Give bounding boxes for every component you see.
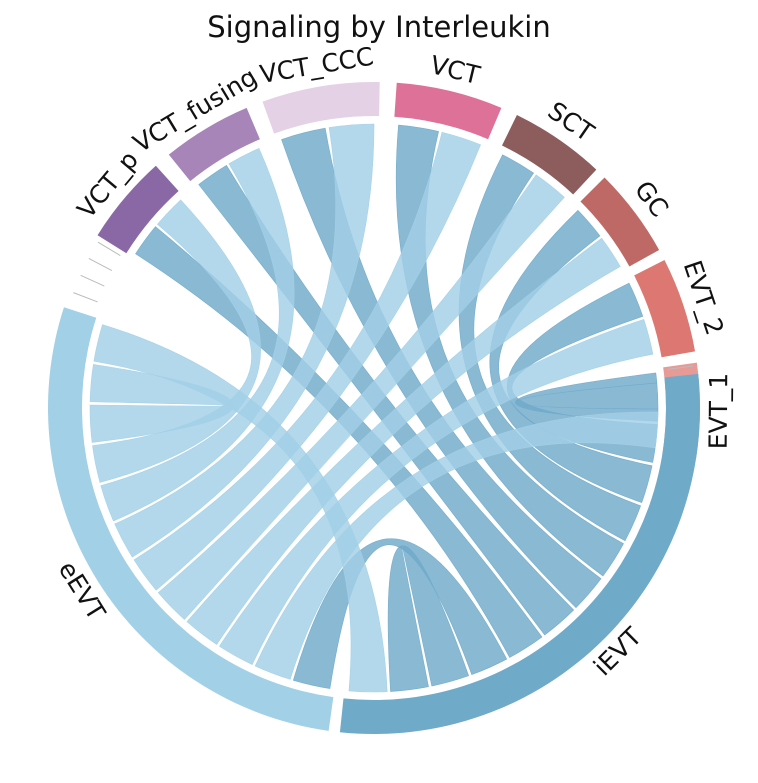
gap-tick-0-2 (88, 258, 113, 272)
gap-tick-0-0 (73, 292, 98, 303)
ribbon-eEVT-to-VCT_fusing (100, 147, 295, 522)
chart-title: Signaling by Interleukin (207, 10, 551, 44)
segment-arc-vct-ccc (262, 82, 380, 134)
segment-arc-ievt (339, 373, 700, 734)
ribbon-eEVT-to-eEVT (89, 364, 234, 443)
segment-arc-vct-p (97, 165, 179, 254)
ribbon-eEVT-to-VCT (133, 131, 481, 591)
ribbon-layer (89, 123, 659, 693)
segment-label-evt-1: EVT_1 (704, 373, 734, 450)
gap-tick-0-1 (80, 274, 105, 287)
ribbon-iEVT-to-iEVT (387, 545, 470, 692)
tick-layer (73, 241, 694, 370)
segment-arc-gc (580, 177, 660, 267)
ribbon-eEVT-to-SCT (157, 174, 565, 620)
ribbon-eEVT-to-EVT_2 (219, 318, 654, 665)
ribbon-eEVT-to-GC (186, 237, 621, 645)
gap-tick-1-0 (667, 365, 694, 370)
ribbon-iEVT-to-EVT_2 (506, 282, 658, 463)
segment-label-vct: VCT (428, 50, 484, 90)
segment-arc-sct (502, 114, 597, 195)
ribbon-eEVT-to-VCT_CCC (114, 123, 375, 558)
segment-arc-evt-2 (634, 260, 696, 358)
segment-label-vct-ccc: VCT_CCC (258, 42, 376, 90)
segment-arc-eevt (48, 307, 334, 731)
segment-arc-vct-fusing (168, 107, 260, 182)
ribbon-eEVT-to-iEVT (93, 324, 388, 693)
gap-tick-0-3 (97, 241, 121, 256)
ribbon-eEVT-to-EVT_1 (254, 411, 659, 680)
arc-layer (48, 82, 701, 734)
segment-arc-vct (394, 82, 502, 140)
